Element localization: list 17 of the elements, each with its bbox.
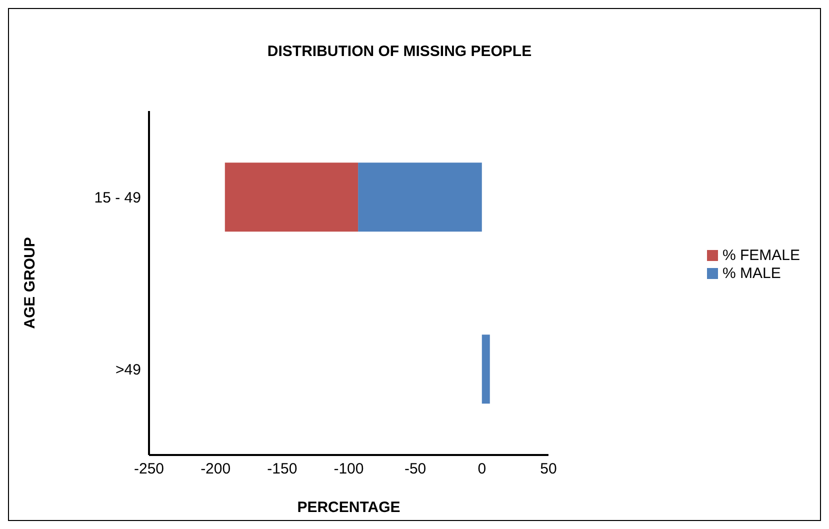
x-tick-label: -100 (334, 460, 364, 478)
x-tick-label: 0 (478, 460, 486, 478)
bar (224, 162, 358, 232)
bar (358, 162, 482, 232)
x-tick-label: -250 (134, 460, 164, 478)
x-tick-label: -150 (267, 460, 298, 478)
bar (482, 334, 490, 404)
legend-label: % FEMALE (722, 246, 800, 264)
chart-title: DISTRIBUTION OF MISSING PEOPLE (266, 43, 533, 60)
x-tick-label: 50 (540, 460, 557, 478)
y-tick-label: 15 - 49 (94, 189, 141, 206)
x-axis-title: PERCENTAGE (297, 499, 400, 516)
y-tick-label: >49 (116, 361, 141, 378)
legend-label: % MALE (722, 264, 781, 282)
x-tick-label: -200 (200, 460, 231, 478)
y-axis-title: AGE GROUP (21, 237, 38, 329)
x-tick-label: -50 (404, 460, 426, 478)
